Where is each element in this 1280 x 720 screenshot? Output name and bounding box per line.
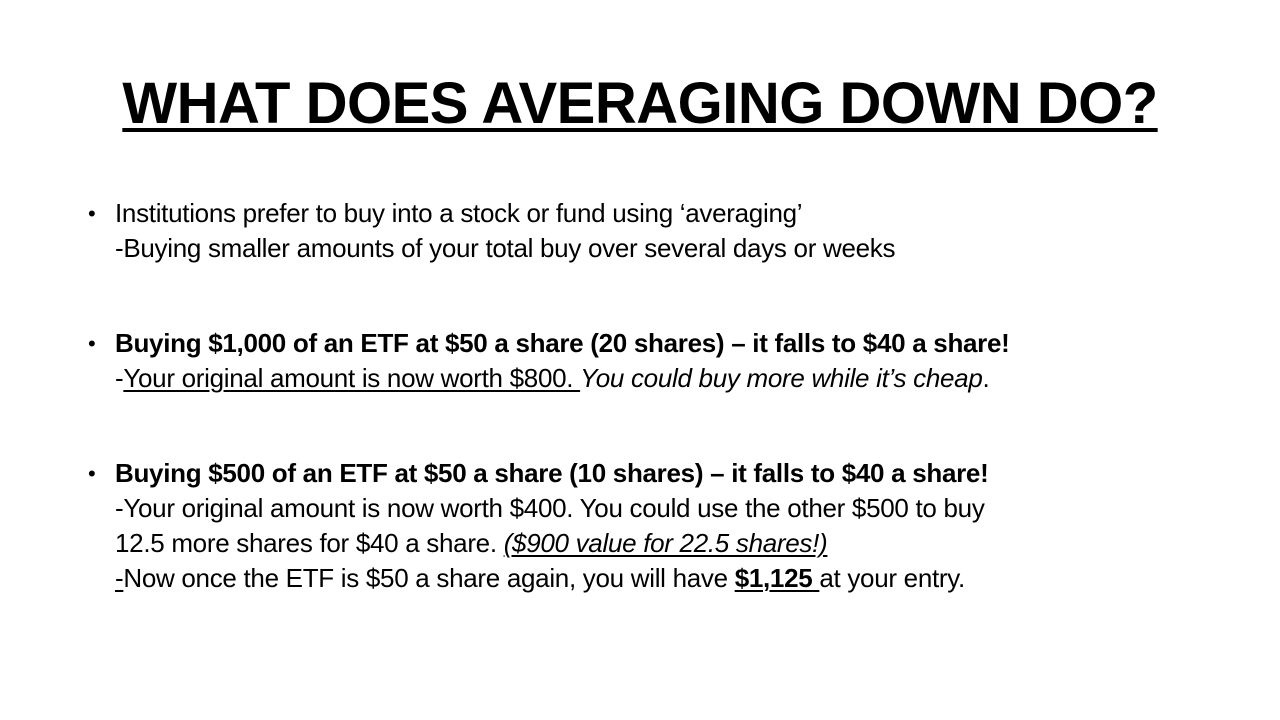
bullet-icon: • — [88, 201, 96, 226]
bullet-item-1000-example: • Buying $1,000 of an ETF at $50 a share… — [88, 326, 1238, 396]
bullet-item-500-example: • Buying $500 of an ETF at $50 a share (… — [88, 456, 1238, 596]
bullet-icon: • — [88, 461, 96, 486]
bullet-2-line-2: -Your original amount is now worth $800.… — [115, 361, 1238, 396]
bullet-3-line-4-end: at your entry. — [819, 563, 965, 593]
bullet-3-line-1: Buying $500 of an ETF at $50 a share (10… — [115, 458, 989, 488]
bullet-3-line-2: -Your original amount is now worth $400.… — [115, 493, 985, 523]
slide-title: WHAT DOES AVERAGING DOWN DO? — [122, 71, 1158, 136]
bullet-2-underlined-text: Your original amount is now worth $800. — [123, 363, 581, 393]
bullet-3-value-note: ($900 value for 22.5 shares!) — [503, 528, 828, 558]
bullet-1-line-1: Institutions prefer to buy into a stock … — [115, 198, 803, 228]
bullet-icon: • — [88, 331, 96, 356]
bullet-1-line-2: -Buying smaller amounts of your total bu… — [115, 233, 896, 263]
bullet-3-line-4-text: Now once the ETF is $50 a share again, y… — [123, 563, 735, 593]
bullet-3-line-3: 12.5 more shares for $40 a share. ($900 … — [115, 526, 1238, 561]
bullet-item-averaging: • Institutions prefer to buy into a stoc… — [88, 196, 1238, 266]
bullet-3-line-4: -Now once the ETF is $50 a share again, … — [115, 561, 1238, 596]
bullet-3-dash: - — [115, 563, 124, 593]
bullet-2-dash: - — [115, 363, 124, 393]
bullet-2-line-1: Buying $1,000 of an ETF at $50 a share (… — [115, 328, 1010, 358]
bullet-3-total-amount: $1,125 — [734, 563, 820, 593]
bullet-3-line-3-text: 12.5 more shares for $40 a share. — [115, 528, 504, 558]
bullet-2-italic-text: You could buy more while it’s cheap — [580, 363, 983, 393]
bullet-2-period: . — [982, 363, 990, 393]
bullet-list: • Institutions prefer to buy into a stoc… — [88, 196, 1238, 596]
